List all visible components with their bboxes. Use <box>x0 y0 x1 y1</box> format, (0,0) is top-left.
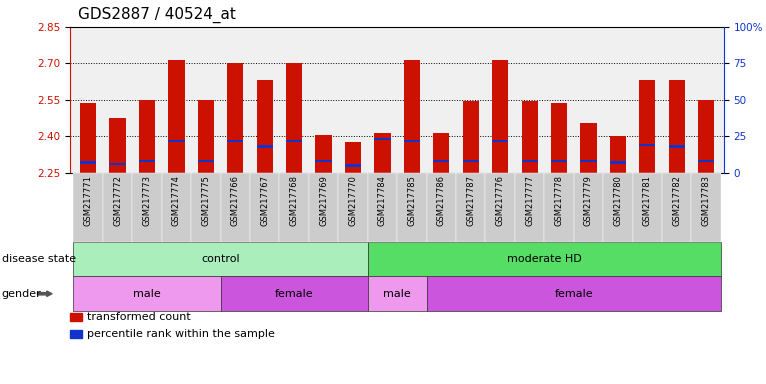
Bar <box>698 160 715 162</box>
Bar <box>139 160 155 162</box>
Bar <box>640 144 656 146</box>
Bar <box>463 160 479 162</box>
Text: GSM217771: GSM217771 <box>83 175 93 225</box>
Text: GSM217783: GSM217783 <box>702 175 711 226</box>
Bar <box>228 140 244 142</box>
Bar <box>110 163 126 165</box>
Bar <box>669 146 685 147</box>
Bar <box>80 162 97 164</box>
Bar <box>522 160 538 162</box>
Bar <box>404 140 420 142</box>
Bar <box>492 60 509 173</box>
Text: female: female <box>555 289 593 299</box>
Bar <box>463 101 479 173</box>
Text: GSM217773: GSM217773 <box>142 175 152 226</box>
Bar <box>257 80 273 173</box>
Text: GSM217774: GSM217774 <box>172 175 181 225</box>
Text: GSM217782: GSM217782 <box>673 175 681 225</box>
Bar <box>375 138 391 140</box>
Text: GSM217781: GSM217781 <box>643 175 652 225</box>
Bar <box>610 162 626 164</box>
Bar <box>80 103 97 173</box>
Bar <box>581 160 597 162</box>
Bar <box>228 63 244 173</box>
Bar <box>375 132 391 173</box>
Bar <box>316 160 332 162</box>
Text: GSM217787: GSM217787 <box>466 175 475 226</box>
Text: GSM217785: GSM217785 <box>408 175 417 225</box>
Text: control: control <box>201 254 240 264</box>
Bar <box>345 164 361 167</box>
Bar <box>316 135 332 173</box>
Text: gender: gender <box>2 289 41 299</box>
Text: GSM217786: GSM217786 <box>437 175 446 226</box>
Text: disease state: disease state <box>2 254 76 264</box>
Text: GSM217772: GSM217772 <box>113 175 122 225</box>
Text: GSM217767: GSM217767 <box>260 175 269 226</box>
Text: GSM217780: GSM217780 <box>614 175 623 225</box>
Bar <box>551 103 567 173</box>
Text: moderate HD: moderate HD <box>507 254 581 264</box>
Text: GSM217768: GSM217768 <box>290 175 299 226</box>
Bar <box>110 118 126 173</box>
Bar <box>198 100 214 173</box>
Text: GSM217777: GSM217777 <box>525 175 534 226</box>
Text: GSM217779: GSM217779 <box>584 175 593 225</box>
Bar <box>286 63 303 173</box>
Bar <box>169 60 185 173</box>
Bar <box>169 140 185 142</box>
Bar <box>669 80 685 173</box>
Bar <box>139 100 155 173</box>
Text: GSM217775: GSM217775 <box>201 175 211 225</box>
Bar <box>257 146 273 147</box>
Bar <box>404 60 420 173</box>
Text: GSM217778: GSM217778 <box>555 175 564 226</box>
Text: male: male <box>133 289 161 299</box>
Text: GSM217769: GSM217769 <box>319 175 328 225</box>
Bar <box>610 136 626 173</box>
Text: GSM217776: GSM217776 <box>496 175 505 226</box>
Bar <box>581 123 597 173</box>
Bar <box>286 140 303 142</box>
Text: female: female <box>275 289 313 299</box>
Bar <box>492 140 509 142</box>
Text: transformed count: transformed count <box>87 312 191 322</box>
Text: GSM217784: GSM217784 <box>378 175 387 225</box>
Bar <box>698 100 715 173</box>
Bar <box>434 160 450 162</box>
Bar <box>434 132 450 173</box>
Bar <box>345 142 361 173</box>
Bar <box>640 80 656 173</box>
Text: GDS2887 / 40524_at: GDS2887 / 40524_at <box>78 7 236 23</box>
Text: male: male <box>383 289 411 299</box>
Text: GSM217766: GSM217766 <box>231 175 240 226</box>
Bar <box>198 160 214 162</box>
Bar <box>522 101 538 173</box>
Text: percentile rank within the sample: percentile rank within the sample <box>87 329 275 339</box>
Bar <box>551 160 567 162</box>
Text: GSM217770: GSM217770 <box>349 175 358 225</box>
